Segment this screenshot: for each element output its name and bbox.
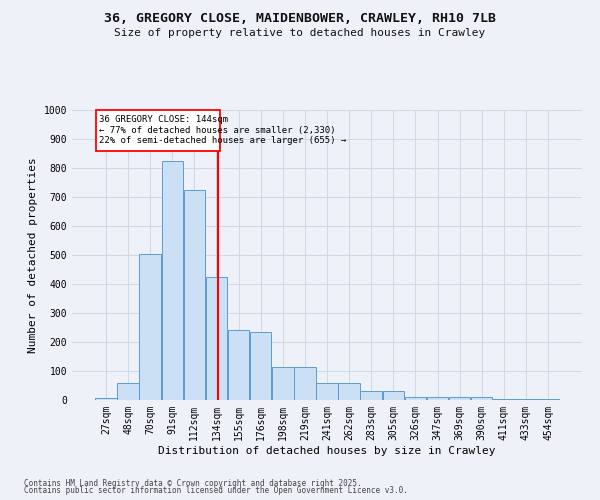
Bar — [250, 332, 271, 400]
Bar — [449, 397, 470, 400]
Bar — [427, 396, 448, 400]
Text: 36, GREGORY CLOSE, MAIDENBOWER, CRAWLEY, RH10 7LB: 36, GREGORY CLOSE, MAIDENBOWER, CRAWLEY,… — [104, 12, 496, 26]
Bar — [272, 366, 293, 400]
Bar — [405, 396, 426, 400]
Bar — [361, 392, 382, 400]
Bar — [538, 398, 559, 400]
Bar — [471, 397, 493, 400]
Bar — [184, 190, 205, 400]
X-axis label: Distribution of detached houses by size in Crawley: Distribution of detached houses by size … — [158, 446, 496, 456]
Y-axis label: Number of detached properties: Number of detached properties — [28, 157, 38, 353]
Bar — [316, 384, 338, 400]
Bar — [338, 384, 360, 400]
Bar — [228, 330, 249, 400]
Bar — [206, 277, 227, 400]
Bar — [294, 366, 316, 400]
Text: Contains HM Land Registry data © Crown copyright and database right 2025.: Contains HM Land Registry data © Crown c… — [24, 478, 362, 488]
Text: 36 GREGORY CLOSE: 144sqm
← 77% of detached houses are smaller (2,330)
22% of sem: 36 GREGORY CLOSE: 144sqm ← 77% of detach… — [99, 115, 347, 145]
Bar — [161, 161, 183, 400]
FancyBboxPatch shape — [96, 110, 220, 150]
Bar — [493, 398, 515, 400]
Bar — [95, 398, 116, 400]
Bar — [383, 392, 404, 400]
Text: Contains public sector information licensed under the Open Government Licence v3: Contains public sector information licen… — [24, 486, 408, 495]
Bar — [139, 254, 161, 400]
Text: Size of property relative to detached houses in Crawley: Size of property relative to detached ho… — [115, 28, 485, 38]
Bar — [515, 398, 537, 400]
Bar — [117, 382, 139, 400]
